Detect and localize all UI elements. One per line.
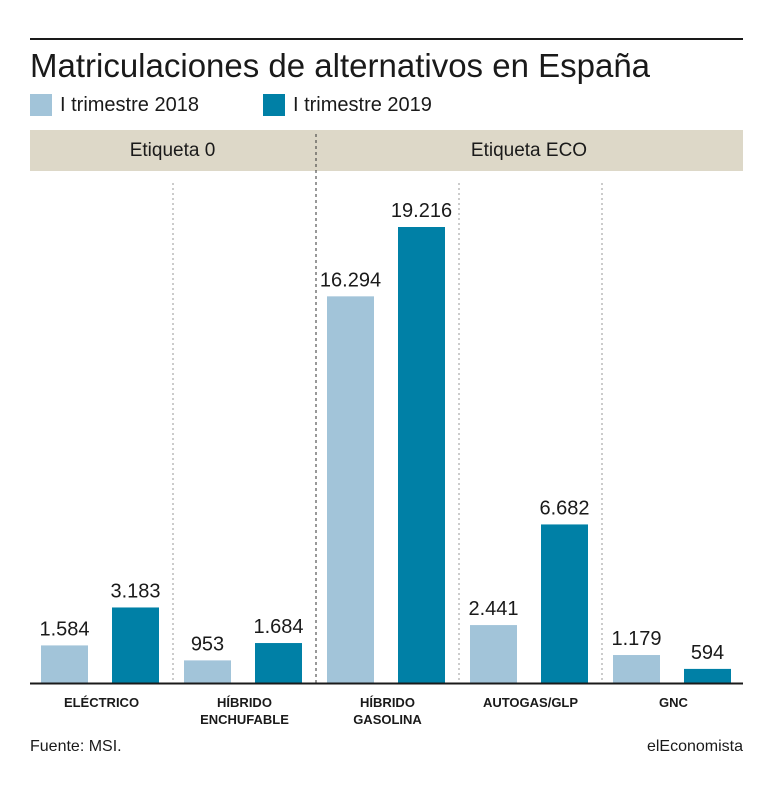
data-label: 1.179 [611,628,661,650]
data-label: 3.183 [110,580,160,602]
legend-label-2018: I trimestre 2018 [60,93,199,116]
legend-item-2018: I trimestre 2018 [30,94,199,117]
bar [613,655,660,683]
bar [112,607,159,683]
bar [541,524,588,683]
category-tick-label: HÍBRIDO [217,695,272,710]
legend-swatch-2018 [30,94,52,116]
category-tick-label: GASOLINA [353,712,422,727]
bar [398,227,445,683]
category-tick-label: HÍBRIDO [360,695,415,710]
data-label: 2.441 [468,598,518,620]
data-label: 953 [191,633,224,655]
category-tick-label: GNC [659,695,689,710]
data-label: 1.684 [253,616,303,638]
data-label: 1.584 [39,618,89,640]
legend-item-2019: I trimestre 2019 [262,93,432,117]
data-label: 19.216 [391,200,452,222]
data-label: 16.294 [320,269,381,291]
group-label-etiqueta-eco: Etiqueta ECO [470,140,588,161]
category-tick-label: AUTOGAS/GLP [483,695,578,710]
top-rule [30,38,743,40]
legend: I trimestre 2018 I trimestre 2019 [30,92,496,118]
data-label: 6.682 [539,497,589,519]
legend-swatch-2019 [262,94,285,116]
source-note: Fuente: MSI. [30,738,122,755]
brand-label: elEconomista [646,738,743,755]
group-label-etiqueta-0: Etiqueta 0 [129,140,216,161]
legend-label-2019: I trimestre 2019 [292,93,432,116]
bar [41,645,88,683]
bar [184,660,231,683]
bar [255,643,302,683]
bar [470,625,517,683]
data-label: 594 [691,642,724,664]
group-header-band [30,130,743,171]
category-tick-label: ELÉCTRICO [64,695,139,710]
chart-title: Matriculaciones de alternativos en Españ… [30,47,651,84]
bar [327,296,374,683]
bar [684,668,731,683]
category-tick-label: ENCHUFABLE [200,712,289,727]
